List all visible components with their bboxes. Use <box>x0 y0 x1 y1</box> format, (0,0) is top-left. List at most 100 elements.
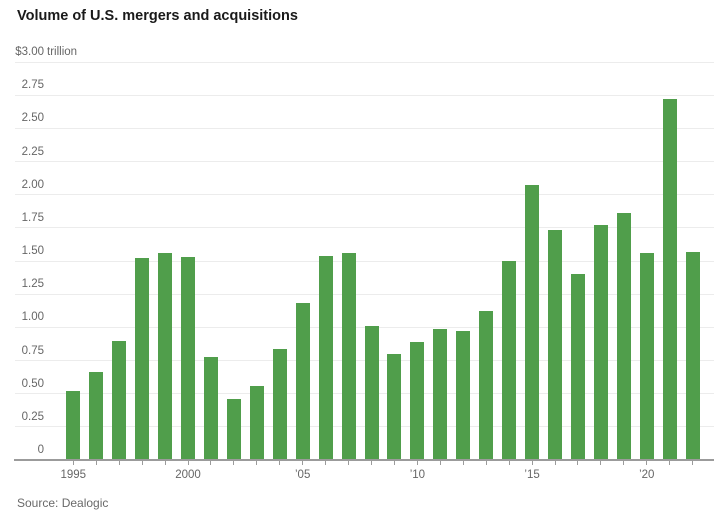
x-axis-label: ’20 <box>639 469 655 481</box>
bar-2018[interactable] <box>593 225 608 460</box>
x-axis-label: ’05 <box>295 469 311 481</box>
x-axis-tick <box>508 461 510 465</box>
x-axis-tick <box>164 461 166 465</box>
bar-1998[interactable] <box>135 258 150 460</box>
bar-2010[interactable] <box>410 341 425 460</box>
y-axis-tick-value: 1.25 <box>21 278 44 291</box>
x-axis-tick <box>646 461 648 465</box>
bar-2011[interactable] <box>433 328 448 460</box>
y-axis-tick-value: 1.00 <box>21 311 44 324</box>
x-axis-tick <box>279 461 281 465</box>
gridline <box>15 360 714 361</box>
bar-2003[interactable] <box>249 385 264 460</box>
x-axis-tick <box>439 461 441 465</box>
bar-1995[interactable] <box>66 391 81 460</box>
x-axis-tick <box>233 461 235 465</box>
bar-2007[interactable] <box>341 253 356 460</box>
bar-1999[interactable] <box>158 253 173 460</box>
y-axis-label: 1.00 <box>0 311 44 324</box>
bar-2022[interactable] <box>685 251 700 460</box>
bar-2008[interactable] <box>364 326 379 460</box>
y-axis-label: 0.50 <box>0 378 44 391</box>
x-axis-label: ’15 <box>524 469 540 481</box>
x-axis-tick <box>256 461 258 465</box>
bar-2019[interactable] <box>616 213 631 460</box>
y-axis-label: 2.75 <box>0 79 44 92</box>
bar-2013[interactable] <box>479 311 494 460</box>
y-axis-tick-value: 2.25 <box>21 145 44 158</box>
bar-2015[interactable] <box>525 185 540 460</box>
x-axis-tick <box>393 461 395 465</box>
x-axis-tick <box>462 461 464 465</box>
x-axis-tick <box>577 461 579 465</box>
y-axis-tick-value: 0 <box>37 444 44 456</box>
gridline <box>15 393 714 395</box>
y-axis-tick-value: 2.50 <box>21 112 44 125</box>
bar-2012[interactable] <box>456 331 471 460</box>
x-axis-tick <box>485 461 487 465</box>
x-axis-tick <box>531 461 533 465</box>
bar-1996[interactable] <box>89 372 104 460</box>
y-axis-label: 1.50 <box>0 245 44 258</box>
gridline <box>15 94 714 96</box>
x-axis-label: 2000 <box>175 469 201 481</box>
y-axis-label: 2.50 <box>0 112 44 125</box>
bar-2021[interactable] <box>662 99 677 460</box>
y-axis-tick-value: $3.00 <box>15 46 44 58</box>
x-axis-tick <box>141 461 143 465</box>
x-axis-tick <box>348 461 350 465</box>
y-axis-label: 0.75 <box>0 345 44 358</box>
x-axis-tick <box>187 461 189 465</box>
x-axis-tick <box>95 461 97 465</box>
y-axis-label: 1.25 <box>0 278 44 291</box>
x-axis-tick <box>72 461 74 465</box>
gridline <box>15 194 714 196</box>
y-axis-tick-value: 0.75 <box>21 344 44 357</box>
x-axis-tick <box>325 461 327 465</box>
bar-2016[interactable] <box>548 230 563 460</box>
y-axis-tick-value: 2.75 <box>21 79 44 92</box>
gridline <box>15 326 714 328</box>
y-axis-label: 2.00 <box>0 179 44 192</box>
gridline <box>15 293 714 295</box>
x-axis-label: 1995 <box>60 469 87 481</box>
x-axis-tick <box>302 461 304 465</box>
bar-2004[interactable] <box>272 348 287 460</box>
x-axis-line <box>14 459 714 461</box>
gridline <box>15 161 714 162</box>
y-axis-label: $3.00 trillion <box>0 46 77 59</box>
x-axis-label: ’10 <box>409 469 426 481</box>
bar-2017[interactable] <box>570 274 585 460</box>
bar-2006[interactable] <box>318 255 333 460</box>
bar-2014[interactable] <box>502 261 517 460</box>
bar-2001[interactable] <box>203 356 218 460</box>
x-axis-tick <box>623 461 625 465</box>
bar-1997[interactable] <box>112 340 127 460</box>
bar-2002[interactable] <box>226 398 241 460</box>
chart-title: Volume of U.S. mergers and acquisitions <box>17 8 298 24</box>
y-axis-label: 2.25 <box>0 146 44 159</box>
gridline <box>15 227 714 229</box>
x-axis-tick <box>692 461 694 465</box>
gridline <box>15 61 714 63</box>
bar-2005[interactable] <box>295 303 310 460</box>
y-axis-label: 0 <box>0 444 44 457</box>
y-axis-label: 0.25 <box>0 411 44 424</box>
y-axis-tick-value: 2.00 <box>21 178 44 191</box>
x-axis-tick <box>600 461 602 465</box>
x-axis-tick <box>416 461 418 465</box>
bar-2020[interactable] <box>639 253 654 460</box>
bar-2000[interactable] <box>181 257 195 460</box>
y-axis-label: 1.75 <box>0 212 44 225</box>
x-axis-tick <box>118 461 120 465</box>
x-axis-tick <box>554 461 556 465</box>
bar-2009[interactable] <box>387 353 402 460</box>
y-axis-tick-value: 0.50 <box>21 377 44 390</box>
y-axis-tick-value: 1.75 <box>21 211 44 224</box>
source-note: Source: Dealogic <box>17 496 109 510</box>
x-axis-tick <box>210 461 212 465</box>
x-axis-tick <box>669 461 671 465</box>
y-axis-unit-label: trillion <box>47 46 78 58</box>
